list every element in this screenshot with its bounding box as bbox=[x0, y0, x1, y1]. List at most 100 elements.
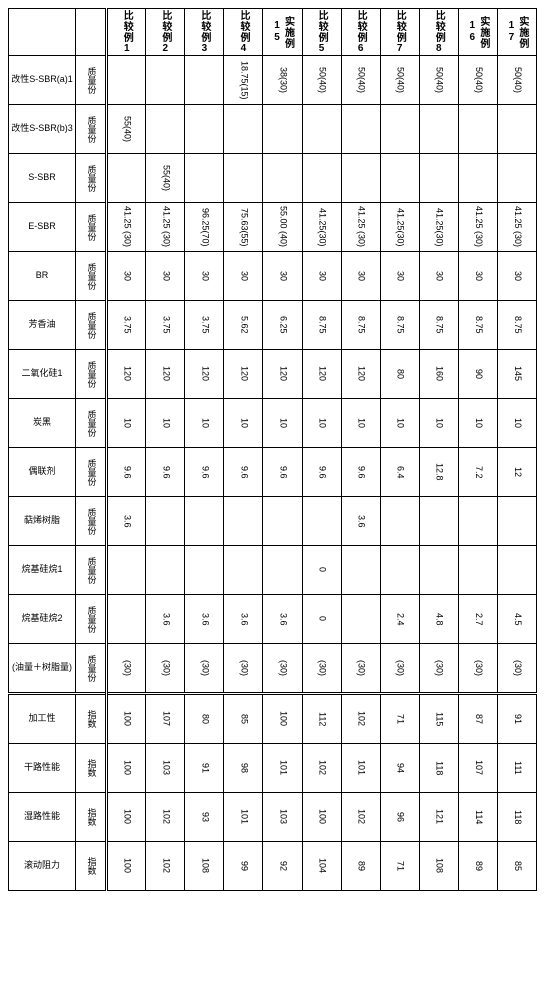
cell: 100 bbox=[263, 694, 302, 744]
cell: 104 bbox=[302, 842, 341, 891]
cell bbox=[380, 497, 419, 546]
cell: 8.75 bbox=[380, 301, 419, 350]
cell bbox=[185, 105, 224, 154]
row-unit: 质量份 bbox=[75, 56, 106, 105]
cell: 114 bbox=[458, 793, 497, 842]
row-name: E-SBR bbox=[9, 203, 76, 252]
row-name: 改性S-SBR(b)3 bbox=[9, 105, 76, 154]
cell: 41.25(30) bbox=[380, 203, 419, 252]
cell: 100 bbox=[302, 793, 341, 842]
cell: 10 bbox=[185, 399, 224, 448]
cell bbox=[107, 546, 146, 595]
cell bbox=[302, 497, 341, 546]
cell bbox=[341, 105, 380, 154]
row-name: 芳香油 bbox=[9, 301, 76, 350]
cell bbox=[146, 56, 185, 105]
row-unit: 质量份 bbox=[75, 595, 106, 644]
cell: (30) bbox=[263, 644, 302, 694]
data-table: 比较例1 比较例2 比较例3 比较例4 实施例15 比较例5 比较例6 比较例7… bbox=[8, 8, 537, 891]
cell: 30 bbox=[380, 252, 419, 301]
cell bbox=[107, 154, 146, 203]
row-unit: 指数 bbox=[75, 744, 106, 793]
cell bbox=[263, 497, 302, 546]
cell bbox=[497, 154, 536, 203]
cell: 85 bbox=[224, 694, 263, 744]
cell: 30 bbox=[224, 252, 263, 301]
cell: 9.6 bbox=[146, 448, 185, 497]
cell: 2.4 bbox=[380, 595, 419, 644]
cell bbox=[146, 546, 185, 595]
table-row: 滚动阻力指数100102108999210489711088985 bbox=[9, 842, 537, 891]
cell: 71 bbox=[380, 694, 419, 744]
cell: 89 bbox=[341, 842, 380, 891]
row-name: 烷基硅烷2 bbox=[9, 595, 76, 644]
cell: 3.6 bbox=[263, 595, 302, 644]
cell: 107 bbox=[146, 694, 185, 744]
cell: (30) bbox=[146, 644, 185, 694]
cell: (30) bbox=[302, 644, 341, 694]
cell bbox=[263, 154, 302, 203]
cell bbox=[263, 105, 302, 154]
cell: (30) bbox=[458, 644, 497, 694]
row-unit: 指数 bbox=[75, 842, 106, 891]
cell: 6.25 bbox=[263, 301, 302, 350]
cell: 8.75 bbox=[302, 301, 341, 350]
cell: 101 bbox=[341, 744, 380, 793]
cell: (30) bbox=[341, 644, 380, 694]
col-h-9: 实施例16 bbox=[458, 9, 497, 56]
row-unit: 指数 bbox=[75, 793, 106, 842]
cell: 90 bbox=[458, 350, 497, 399]
cell: 75.63(55) bbox=[224, 203, 263, 252]
cell: 50(40) bbox=[302, 56, 341, 105]
cell: 115 bbox=[419, 694, 458, 744]
col-h-2: 比较例3 bbox=[185, 9, 224, 56]
cell: 9.6 bbox=[341, 448, 380, 497]
row-unit: 质量份 bbox=[75, 203, 106, 252]
cell: 3.6 bbox=[224, 595, 263, 644]
cell: 112 bbox=[302, 694, 341, 744]
col-h-0: 比较例1 bbox=[107, 9, 146, 56]
cell bbox=[107, 595, 146, 644]
cell: 108 bbox=[185, 842, 224, 891]
cell: 30 bbox=[146, 252, 185, 301]
cell: 3.6 bbox=[146, 595, 185, 644]
cell: 50(40) bbox=[380, 56, 419, 105]
blank-header bbox=[9, 9, 76, 56]
cell: 120 bbox=[224, 350, 263, 399]
row-unit: 质量份 bbox=[75, 644, 106, 694]
cell bbox=[419, 546, 458, 595]
cell: 10 bbox=[224, 399, 263, 448]
cell: 8.75 bbox=[419, 301, 458, 350]
cell bbox=[458, 497, 497, 546]
col-h-10: 实施例17 bbox=[497, 9, 536, 56]
table-row: 芳香油质量份3.753.753.755.626.258.758.758.758.… bbox=[9, 301, 537, 350]
cell bbox=[341, 546, 380, 595]
cell: 102 bbox=[146, 793, 185, 842]
cell: 92 bbox=[263, 842, 302, 891]
blank-unit bbox=[75, 9, 106, 56]
row-name: 烷基硅烷1 bbox=[9, 546, 76, 595]
cell: 41.25 (30) bbox=[107, 203, 146, 252]
cell: 2.7 bbox=[458, 595, 497, 644]
cell: 3.6 bbox=[185, 595, 224, 644]
cell: 120 bbox=[341, 350, 380, 399]
table-row: 偶联剂质量份9.69.69.69.69.69.69.66.412.87.212 bbox=[9, 448, 537, 497]
table-row: 改性S-SBR(a)1质量份18.75(15)38(30)50(40)50(40… bbox=[9, 56, 537, 105]
cell: 99 bbox=[224, 842, 263, 891]
row-name: 湿路性能 bbox=[9, 793, 76, 842]
row-unit: 质量份 bbox=[75, 350, 106, 399]
cell: 93 bbox=[185, 793, 224, 842]
row-unit: 质量份 bbox=[75, 497, 106, 546]
cell: 100 bbox=[107, 842, 146, 891]
cell: 41.25 (30) bbox=[146, 203, 185, 252]
col-h-8: 比较例8 bbox=[419, 9, 458, 56]
cell: 30 bbox=[497, 252, 536, 301]
table-row: 湿路性能指数1001029310110310010296121114118 bbox=[9, 793, 537, 842]
table-row: BR质量份3030303030303030303030 bbox=[9, 252, 537, 301]
row-unit: 质量份 bbox=[75, 252, 106, 301]
cell: 3.6 bbox=[341, 497, 380, 546]
cell bbox=[302, 154, 341, 203]
cell: 41.25 (30) bbox=[497, 203, 536, 252]
cell: 9.6 bbox=[224, 448, 263, 497]
cell bbox=[497, 497, 536, 546]
